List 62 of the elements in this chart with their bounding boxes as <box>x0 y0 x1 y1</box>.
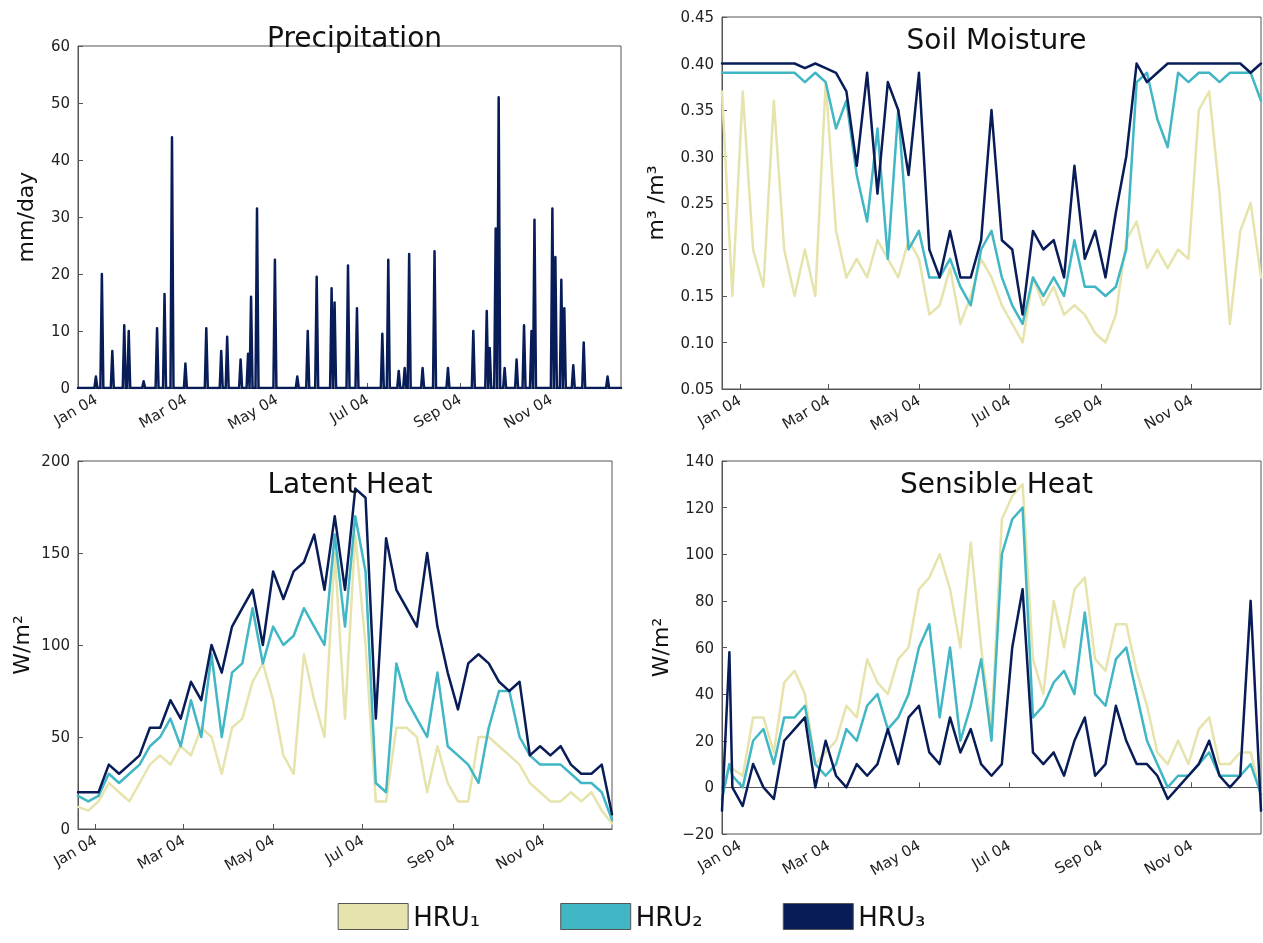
y-tick-label: 0 <box>704 778 714 797</box>
x-tick-label: Sep 04 <box>1051 391 1106 433</box>
x-tick-label: Nov 04 <box>1140 836 1196 879</box>
x-tick-label: Jul 04 <box>967 836 1014 874</box>
x-tick-label: Nov 04 <box>1140 391 1196 434</box>
x-tick-label: Mar 04 <box>134 831 189 873</box>
x-tick-label: Nov 04 <box>500 390 556 433</box>
legend-label: HRU₃ <box>858 901 926 932</box>
y-tick-label: 40 <box>694 685 714 704</box>
x-tick-label: Mar 04 <box>778 836 834 878</box>
y-tick-label: 0 <box>60 379 70 397</box>
x-tick-label: Mar 04 <box>778 391 834 433</box>
y-tick-label: 150 <box>41 544 70 562</box>
y-tick-label: 0.15 <box>680 287 714 305</box>
x-tick-label: May 04 <box>221 831 278 875</box>
y-tick-label: 0.20 <box>680 240 714 259</box>
chart-title: Precipitation <box>266 20 443 54</box>
y-tick-label: 60 <box>694 638 714 657</box>
y-tick-label: 0.10 <box>680 333 714 352</box>
x-tick-label: May 04 <box>866 391 924 435</box>
x-tick-label: Jul 04 <box>320 831 368 869</box>
y-tick-label: 140 <box>685 452 714 470</box>
legend-label: HRU₁ <box>413 901 481 932</box>
y-tick-label: 10 <box>50 322 70 340</box>
y-tick-label: 20 <box>50 265 70 283</box>
y-tick-label: 40 <box>50 151 70 169</box>
x-tick-label: Jul 04 <box>967 391 1014 429</box>
y-axis-title: W/m² <box>8 615 34 675</box>
chart-title: Latent Heat <box>267 466 433 500</box>
y-tick-label: 20 <box>694 731 714 750</box>
y-tick-label: 0.35 <box>680 101 714 119</box>
line-series <box>720 587 1263 812</box>
y-tick-label: 50 <box>50 728 70 746</box>
x-tick-label: Mar 04 <box>135 390 190 432</box>
y-tick-label: 0.40 <box>680 54 714 73</box>
y-tick-label: 200 <box>41 452 70 470</box>
legend-label: HRU₂ <box>635 901 703 932</box>
y-tick-label: 0 <box>60 820 70 838</box>
y-axis-title: m³ /m³ <box>642 165 668 241</box>
x-tick-label: Sep 04 <box>410 390 465 432</box>
y-tick-label: 120 <box>685 498 714 517</box>
y-tick-label: 100 <box>685 545 714 564</box>
x-tick-label: Sep 04 <box>1051 836 1106 878</box>
chart-title: Soil Moisture <box>906 22 1087 56</box>
x-tick-label: May 04 <box>224 390 281 434</box>
y-axis-title: mm/day <box>12 171 38 263</box>
y-axis-title: W/m² <box>647 617 673 678</box>
chart-title: Sensible Heat <box>899 466 1094 500</box>
y-tick-label: 0.05 <box>680 380 714 398</box>
x-tick-label: Sep 04 <box>403 831 459 873</box>
y-tick-label: 60 <box>50 37 70 55</box>
y-tick-label: 80 <box>694 591 714 610</box>
y-tick-label: 100 <box>41 636 70 654</box>
y-tick-label: 50 <box>50 94 70 112</box>
x-tick-label: Nov 04 <box>492 831 548 874</box>
y-tick-label: 0.25 <box>680 194 714 212</box>
y-tick-label: 0.30 <box>680 147 714 166</box>
x-tick-label: Jul 04 <box>325 390 372 428</box>
y-tick-label: 0.45 <box>680 8 714 26</box>
x-tick-label: May 04 <box>866 836 924 880</box>
y-tick-label: 30 <box>50 208 70 226</box>
y-tick-label: −20 <box>682 825 714 843</box>
